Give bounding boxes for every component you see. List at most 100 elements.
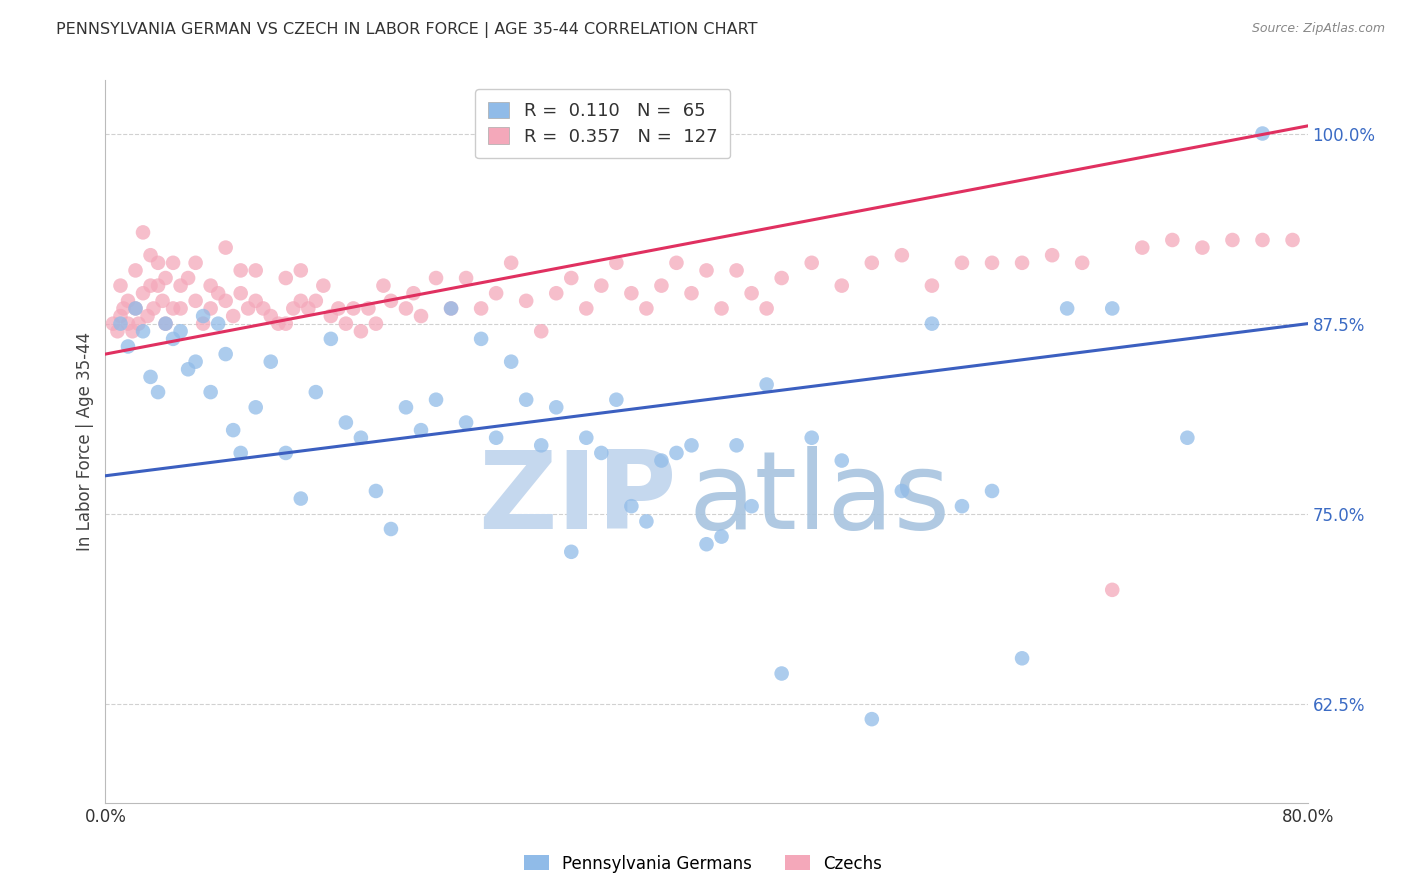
Point [207, 317, 229, 331]
Point [177, 271, 200, 285]
Point [440, 301, 463, 316]
Point [101, 317, 124, 331]
Point [162, 332, 184, 346]
Point [290, 491, 312, 506]
Point [425, 392, 447, 407]
Point [1191, 241, 1213, 255]
Point [214, 347, 236, 361]
Point [620, 286, 643, 301]
Point [207, 286, 229, 301]
Point [1281, 233, 1303, 247]
Point [456, 271, 478, 285]
Point [1101, 301, 1123, 316]
Point [152, 293, 174, 308]
Point [357, 301, 380, 316]
Point [146, 385, 169, 400]
Point [139, 278, 162, 293]
Point [1341, 233, 1364, 247]
Point [312, 278, 335, 293]
Point [229, 446, 252, 460]
Point [305, 385, 328, 400]
Point [162, 256, 184, 270]
Point [229, 286, 252, 301]
Point [169, 301, 191, 316]
Point [245, 293, 267, 308]
Point [741, 499, 763, 513]
Point [319, 332, 342, 346]
Point [890, 248, 912, 262]
Point [456, 416, 478, 430]
Point [214, 241, 236, 255]
Point [1011, 256, 1033, 270]
Text: atlas: atlas [689, 446, 950, 552]
Point [110, 309, 132, 323]
Point [1040, 248, 1063, 262]
Point [128, 317, 150, 331]
Point [110, 278, 132, 293]
Point [515, 293, 537, 308]
Point [921, 317, 943, 331]
Point [575, 301, 598, 316]
Point [770, 271, 793, 285]
Point [1222, 233, 1244, 247]
Point [470, 301, 492, 316]
Point [380, 293, 402, 308]
Point [177, 362, 200, 376]
Point [605, 392, 627, 407]
Point [139, 248, 162, 262]
Point [395, 301, 418, 316]
Point [409, 423, 432, 437]
Point [1371, 218, 1393, 232]
Point [124, 301, 146, 316]
Point [725, 438, 748, 452]
Point [770, 666, 793, 681]
Point [755, 301, 778, 316]
Point [710, 530, 733, 544]
Point [200, 385, 222, 400]
Point [274, 446, 297, 460]
Point [107, 324, 129, 338]
Point [546, 401, 568, 415]
Point [124, 263, 146, 277]
Point [575, 431, 598, 445]
Point [350, 431, 373, 445]
Point [636, 301, 658, 316]
Point [200, 278, 222, 293]
Point [136, 309, 159, 323]
Point [1130, 241, 1153, 255]
Point [245, 401, 267, 415]
Point [1071, 256, 1094, 270]
Legend: R =  0.110   N =  65, R =  0.357   N =  127: R = 0.110 N = 65, R = 0.357 N = 127 [475, 89, 730, 159]
Text: PENNSYLVANIA GERMAN VS CZECH IN LABOR FORCE | AGE 35-44 CORRELATION CHART: PENNSYLVANIA GERMAN VS CZECH IN LABOR FO… [56, 22, 758, 38]
Point [373, 278, 395, 293]
Point [200, 301, 222, 316]
Point [364, 317, 387, 331]
Point [741, 286, 763, 301]
Point [305, 293, 328, 308]
Point [501, 354, 523, 368]
Point [117, 339, 139, 353]
Point [169, 278, 191, 293]
Point [710, 301, 733, 316]
Point [485, 431, 508, 445]
Point [1312, 226, 1334, 240]
Point [155, 271, 177, 285]
Point [290, 293, 312, 308]
Point [335, 416, 357, 430]
Point [650, 278, 672, 293]
Point [155, 317, 177, 331]
Point [425, 271, 447, 285]
Point [950, 499, 973, 513]
Point [501, 256, 523, 270]
Point [350, 324, 373, 338]
Point [229, 263, 252, 277]
Point [335, 317, 357, 331]
Point [515, 392, 537, 407]
Point [146, 256, 169, 270]
Point [364, 483, 387, 498]
Point [1161, 233, 1184, 247]
Point [184, 256, 207, 270]
Point [283, 301, 305, 316]
Point [132, 286, 155, 301]
Point [328, 301, 350, 316]
